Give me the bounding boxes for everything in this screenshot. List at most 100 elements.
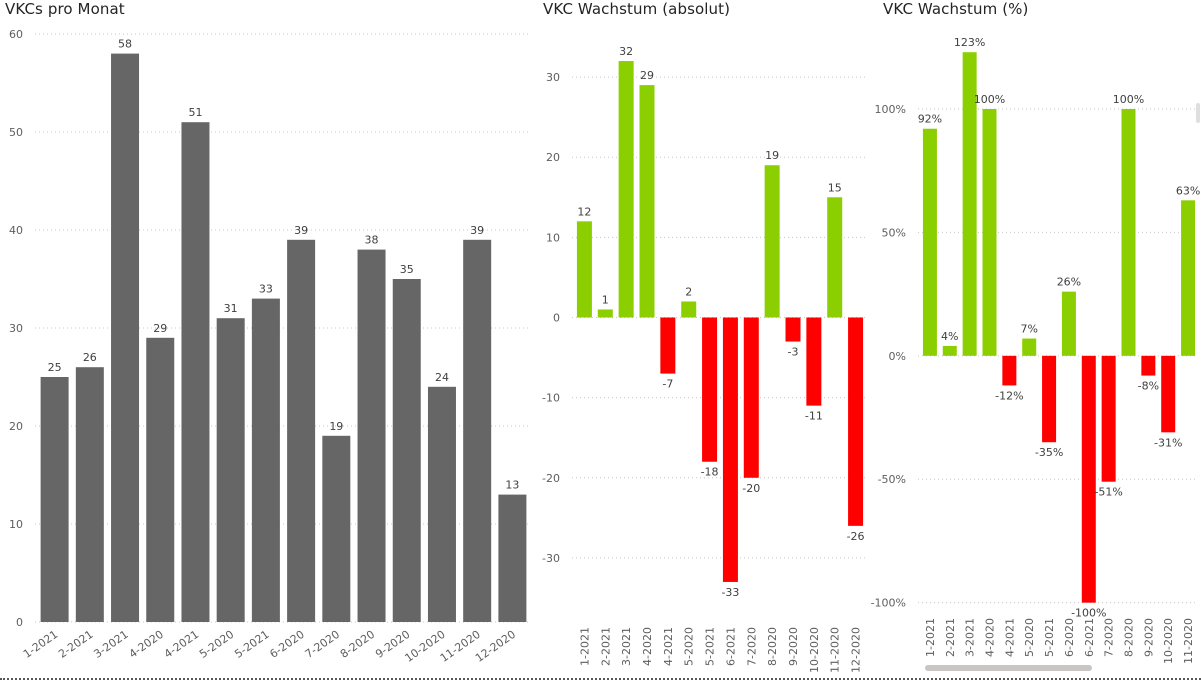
horizontal-scrollbar-thumb[interactable] xyxy=(925,665,1092,671)
data-label: 35 xyxy=(400,263,414,276)
data-label: -12% xyxy=(995,389,1023,402)
bar-10-2020 xyxy=(1161,355,1176,433)
data-label: -35% xyxy=(1035,446,1063,459)
data-label: 32 xyxy=(619,45,633,58)
x-tick-label: 11-2020 xyxy=(829,627,842,673)
bar-8-2020 xyxy=(357,249,386,622)
vkc-wachstum-absolut-visual[interactable]: VKC Wachstum (absolut) -30 -20 -10 0 10 20 30 1… xyxy=(538,0,872,676)
x-tick-label: 8-2020 xyxy=(766,627,779,666)
bar-2-2021 xyxy=(75,367,104,622)
bar-4-2021 xyxy=(660,317,676,374)
data-label: 4% xyxy=(941,330,958,343)
x-tick-label: 7-2020 xyxy=(745,627,758,666)
y-tick-label: 40 xyxy=(9,224,23,237)
x-tick-label: 4-2021 xyxy=(1003,618,1016,657)
y-tick-label: -20 xyxy=(542,472,560,485)
data-label: 51 xyxy=(188,106,202,119)
y-tick-label: 50% xyxy=(882,226,906,239)
data-label: 123% xyxy=(954,36,985,49)
bar-1-2021 xyxy=(922,128,937,356)
data-label: -7 xyxy=(662,378,673,391)
x-tick-label: 5-2021 xyxy=(232,628,271,661)
bar-9-2020 xyxy=(392,279,421,622)
bar-3-2021 xyxy=(618,61,634,318)
y-tick-label: 0% xyxy=(889,350,906,363)
y-tick-label: -30 xyxy=(542,552,560,565)
vkc-wachstum-prozent-chart: -100% -50% 0% 50% 100% 92% 1-2021 4% 2-2021 123% 3… xyxy=(871,36,1201,664)
x-tick-label: 9-2020 xyxy=(1142,618,1155,657)
y-tick-label: 30 xyxy=(546,71,560,84)
x-tick-label: 1-2021 xyxy=(924,618,937,657)
bar-2-2021 xyxy=(597,309,613,318)
vkc-wachstum-prozent-visual[interactable]: VKC Wachstum (%) -100% -50% 0% 50% 100% 92% 1-… xyxy=(871,0,1201,676)
y-tick-label: -100% xyxy=(871,597,906,610)
data-label: 92% xyxy=(918,113,942,126)
y-tick-label: 100% xyxy=(875,103,906,116)
vertical-scrollbar-thumb[interactable] xyxy=(1196,103,1200,123)
bar-9-2020 xyxy=(1141,355,1156,376)
x-tick-label: 8-2020 xyxy=(1123,618,1136,657)
y-tick-label: 20 xyxy=(9,420,23,433)
data-label: -3 xyxy=(788,346,799,359)
bar-1-2021 xyxy=(576,221,592,318)
x-tick-label: 9-2020 xyxy=(787,627,800,666)
x-tick-label: 6-2020 xyxy=(1063,618,1076,657)
bar-8-2020 xyxy=(1121,108,1136,356)
bar-4-2020 xyxy=(146,337,175,622)
x-tick-label: 7-2020 xyxy=(303,628,342,661)
x-tick-label: 2-2021 xyxy=(944,618,957,657)
data-label: 63% xyxy=(1176,184,1200,197)
data-label: -26 xyxy=(847,530,865,543)
x-tick-label: 7-2020 xyxy=(1103,618,1116,657)
data-label: 13 xyxy=(505,479,519,492)
data-label: 26% xyxy=(1057,276,1081,289)
x-tick-label: 5-2020 xyxy=(1023,618,1036,657)
vkcs-pro-monat-visual[interactable]: VKCs pro Monat 0 10 20 30 40 50 60 25 1-2021 26 2-… xyxy=(0,0,532,676)
bar-4-2021 xyxy=(181,122,210,622)
data-label: -8% xyxy=(1138,380,1159,393)
data-label: -33 xyxy=(721,586,739,599)
data-label: 33 xyxy=(259,283,273,296)
data-label: 7% xyxy=(1020,323,1037,336)
bar-5-2021 xyxy=(1042,355,1057,443)
x-tick-label: 5-2021 xyxy=(704,627,717,666)
data-label: 19 xyxy=(765,149,779,162)
y-tick-label: 30 xyxy=(9,322,23,335)
y-tick-label: 10 xyxy=(546,231,560,244)
data-label: 1 xyxy=(602,293,609,306)
x-tick-label: 1-2021 xyxy=(578,627,591,666)
data-label: 2 xyxy=(685,285,692,298)
x-tick-label: 12-2020 xyxy=(850,627,863,673)
data-label: -100% xyxy=(1071,607,1106,620)
y-tick-label: -10 xyxy=(542,392,560,405)
data-label: 12 xyxy=(577,205,591,218)
y-tick-label: 50 xyxy=(9,126,23,139)
data-label: -31% xyxy=(1154,436,1182,449)
bar-10-2020 xyxy=(806,317,822,406)
chart-title: VKC Wachstum (absolut) xyxy=(543,0,731,18)
x-tick-label: 6-2021 xyxy=(1083,618,1096,657)
bar-6-2021 xyxy=(1081,355,1096,603)
x-tick-label: 5-2020 xyxy=(197,628,236,661)
x-tick-label: 1-2021 xyxy=(21,628,60,661)
bar-6-2020 xyxy=(287,239,316,623)
bar-7-2020 xyxy=(1101,355,1116,482)
vkcs-pro-monat-chart: 0 10 20 30 40 50 60 25 1-2021 26 2-2021 58 3-2021 29 4… xyxy=(9,28,530,665)
x-tick-label: 4-2020 xyxy=(127,628,166,661)
visual-border xyxy=(0,678,1201,680)
bar-3-2021 xyxy=(111,53,140,623)
data-label: 25 xyxy=(48,361,62,374)
x-tick-label: 4-2020 xyxy=(984,618,997,657)
x-tick-label: 2-2021 xyxy=(56,628,95,661)
bar-4-2020 xyxy=(639,85,655,318)
y-tick-label: 0 xyxy=(553,311,560,324)
bar-8-2020 xyxy=(764,165,780,318)
y-tick-label: 60 xyxy=(9,28,23,41)
bar-6-2021 xyxy=(722,317,738,582)
data-label: 31 xyxy=(224,302,238,315)
data-label: -11 xyxy=(805,410,823,423)
data-label: 26 xyxy=(83,351,97,364)
bar-5-2020 xyxy=(681,301,697,318)
bar-4-2021 xyxy=(1002,355,1017,386)
x-tick-label: 6-2021 xyxy=(724,627,737,666)
